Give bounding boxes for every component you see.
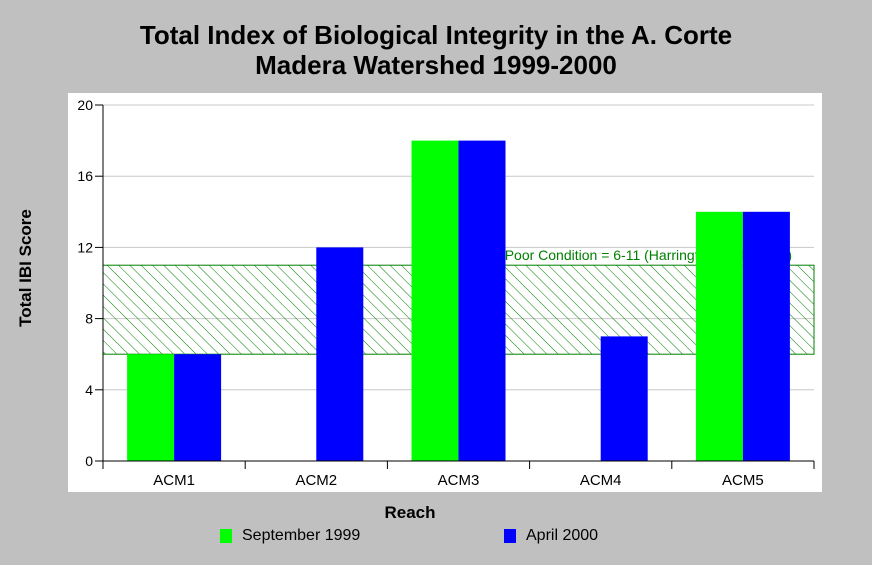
x-tick-label-acm1: ACM1 [153,472,195,489]
legend-label-september-1999: September 1999 [242,527,361,544]
x-tick-label-acm5: ACM5 [722,472,764,489]
legend-item-april-2000: April 2000 [504,526,598,546]
y-tick-label-4: 4 [85,382,93,398]
chart-title-line-2: Madera Watershed 1999-2000 [255,50,617,80]
bar-september-1999-acm3 [411,140,459,461]
y-axis-label: Total IBI Score [16,209,35,327]
y-tick-label-12: 12 [77,239,93,255]
bar-september-1999-acm5 [695,211,743,461]
y-tick-label-16: 16 [77,168,93,184]
chart-title: Total Index of Biological Integrity in t… [0,20,872,80]
legend-swatch-april-2000 [504,529,516,543]
bar-april-2000-acm3 [458,140,506,461]
y-tick-label-20: 20 [77,97,93,113]
y-tick-label-0: 0 [85,453,93,469]
bar-april-2000-acm5 [742,211,790,461]
bar-september-1999-acm1 [127,354,175,461]
bar-april-2000-acm4 [600,336,648,461]
x-tick-label-acm2: ACM2 [295,472,337,489]
legend-swatch-september-1999 [220,529,232,543]
legend-label-april-2000: April 2000 [526,527,599,544]
legend-item-september-1999: September 1999 [220,526,360,546]
bar-april-2000-acm1 [174,354,222,461]
y-tick-label-8: 8 [85,311,93,327]
x-tick-label-acm4: ACM4 [580,472,622,489]
bar-april-2000-acm2 [316,247,364,461]
chart-title-line-1: Total Index of Biological Integrity in t… [139,20,733,50]
x-tick-label-acm3: ACM3 [438,472,480,489]
x-axis-label: Reach [384,503,436,522]
